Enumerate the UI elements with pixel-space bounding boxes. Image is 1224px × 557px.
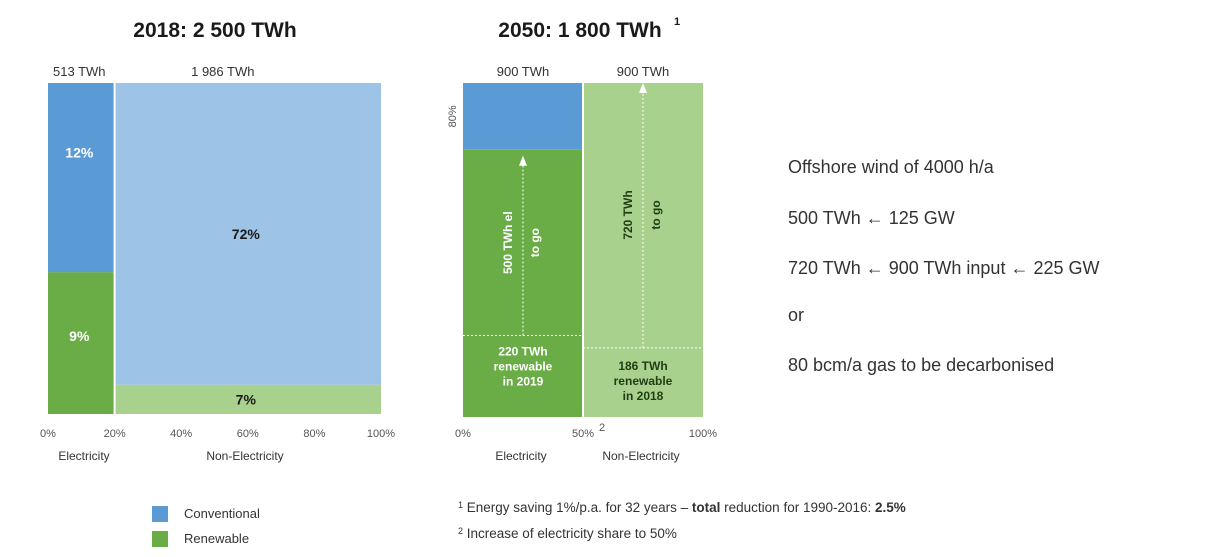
chart1-total-nonelectricity: 1 986 TWh	[191, 64, 254, 79]
chart2-label-nonelectricity-to-go-amount: 720 TWh	[621, 190, 635, 239]
chart1-xtick: 80%	[303, 428, 325, 440]
chart1-xtick: 0%	[40, 428, 56, 440]
chart2-title-superscript: 1	[674, 16, 680, 28]
chart2-label-electricity-renewable-line: renewable	[494, 360, 553, 374]
chart1-label-nonelectricity-renewable: 7%	[236, 391, 257, 407]
chart1-bar-nonelectricity-renewable	[114, 384, 381, 414]
chart2-label-nonelectricity-to-go-text: to go	[649, 200, 663, 229]
legend-label-conventional: Conventional	[184, 506, 260, 521]
side-text-line-1: Offshore wind of 4000 h/a	[788, 157, 994, 177]
chart2-xlabel-nonelectricity: Non-Electricity	[602, 449, 679, 463]
chart2-total-nonelectricity: 900 TWh	[617, 64, 670, 79]
footnote-2-text: Increase of electricity share to 50%	[466, 526, 677, 541]
footnote-1-text-b: reduction for 1990-2016:	[720, 500, 876, 515]
chart2-xtick-superscript: 2	[599, 422, 605, 434]
footnote-1-text-a: Energy saving 1%/p.a. for 32 years –	[466, 500, 692, 515]
chart2-bar-electricity-conventional	[463, 83, 583, 150]
side-text-line-4: or	[788, 305, 805, 325]
legend-swatch-conventional	[152, 506, 168, 522]
legend-swatch-renewable	[152, 531, 168, 547]
chart2-label-electricity-renewable-line: 220 TWh	[498, 345, 547, 359]
chart1-xtick: 20%	[104, 428, 126, 440]
chart2-label-electricity-to-go-text: to go	[528, 228, 542, 257]
chart2-label-nonelectricity-renewable-line: in 2018	[623, 389, 664, 403]
side-text-line-3: 720 TWh ← 900 TWh input ← 225 GW	[788, 258, 1100, 278]
chart2-label-nonelectricity-renewable-line: 186 TWh	[618, 359, 667, 373]
chart2-xlabel-electricity: Electricity	[495, 449, 546, 463]
footnote-2: 2 Increase of electricity share to 50%	[458, 526, 677, 541]
chart1-label-nonelectricity-conventional: 72%	[232, 226, 261, 242]
chart2-title: 2050: 1 800 TWh	[498, 19, 661, 42]
chart2-label-electricity-renewable-line: in 2019	[503, 375, 544, 389]
chart1-total-electricity: 513 TWh	[53, 64, 106, 79]
chart1-xlabel-nonelectricity: Non-Electricity	[206, 449, 283, 463]
chart1-xtick: 100%	[367, 428, 395, 440]
footnote-1-bold-a: total	[691, 500, 721, 515]
side-text-line-5: 80 bcm/a gas to be decarbonised	[788, 355, 1055, 375]
chart1-bar-electricity-renewable	[48, 272, 115, 414]
chart2-xtick: 100%	[689, 428, 717, 440]
chart1-xtick: 40%	[170, 428, 192, 440]
chart1-title: 2018: 2 500 TWh	[133, 19, 296, 42]
chart1-label-electricity-conventional: 12%	[65, 145, 94, 161]
chart1-xlabel-electricity: Electricity	[58, 449, 109, 463]
footnote-1-number: 1	[458, 500, 464, 510]
chart1-xtick: 60%	[237, 428, 259, 440]
chart2-xtick: 0%	[455, 428, 471, 440]
footnote-1-bold-b: 2.5%	[875, 500, 906, 515]
footnote-2-number: 2	[458, 526, 464, 536]
chart2-label-nonelectricity-renewable-line: renewable	[614, 374, 673, 388]
chart2-arrow-nonelectricity-head	[639, 83, 647, 93]
legend-label-renewable: Renewable	[184, 531, 250, 546]
chart1-label-electricity-renewable: 9%	[69, 328, 90, 344]
chart2-label-electricity-to-go-amount: 500 TWh el	[501, 211, 515, 274]
chart2-arrow-electricity-head	[519, 155, 527, 166]
chart1-bar-electricity-conventional	[48, 83, 115, 273]
chart2-y-marker: 80%	[447, 105, 459, 127]
chart2-xtick: 50%	[572, 428, 594, 440]
chart2-total-electricity: 900 TWh	[497, 64, 550, 79]
side-text-line-2: 500 TWh ← 125 GW	[788, 208, 955, 228]
footnote-1: 1 Energy saving 1%/p.a. for 32 years – t…	[458, 500, 906, 515]
chart1-bar-nonelectricity-conventional	[114, 83, 381, 385]
